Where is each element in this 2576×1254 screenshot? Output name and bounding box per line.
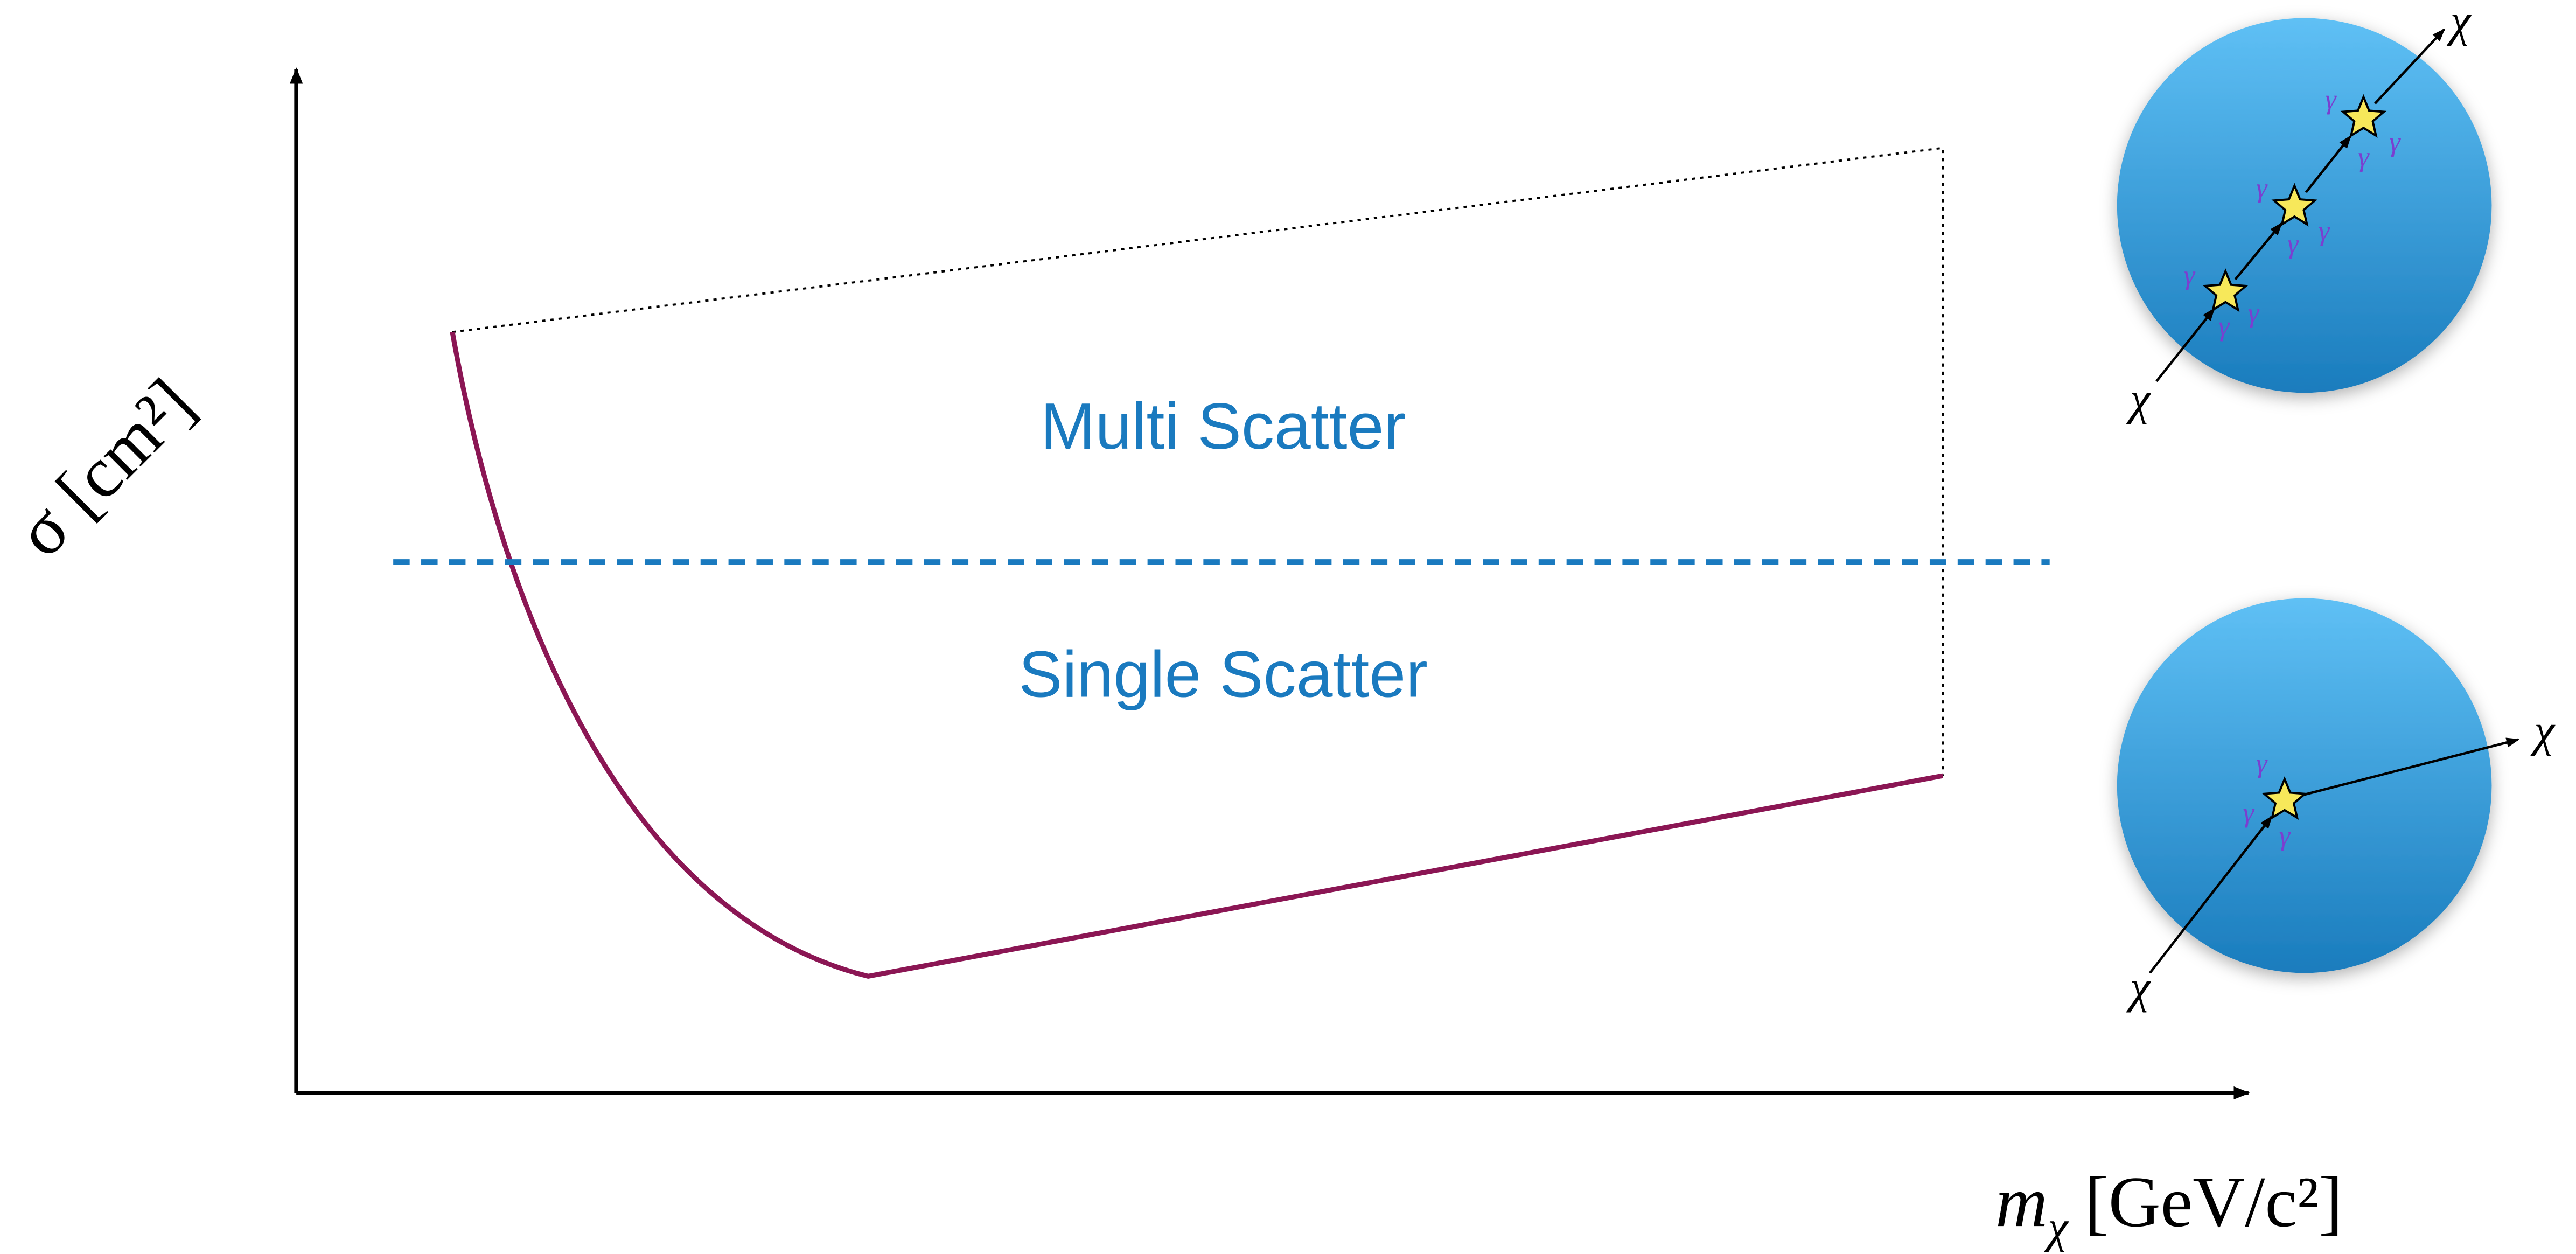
interaction-star xyxy=(2202,268,2249,312)
x-axis-label: mχ [GeV/c²] xyxy=(1995,1162,2343,1253)
particle-track xyxy=(2155,308,2215,382)
photon-label: γ xyxy=(2218,311,2230,342)
photon-label: γ xyxy=(2287,229,2299,260)
particle-track xyxy=(2234,222,2282,281)
particle-label: χ xyxy=(2530,706,2556,756)
photon-label: γ xyxy=(2243,798,2255,828)
particle-track xyxy=(2300,737,2520,797)
x-label-base: m xyxy=(1995,1162,2048,1242)
photon-label: γ xyxy=(2319,215,2330,246)
photon-label: γ xyxy=(2256,748,2268,779)
particle-track xyxy=(2374,28,2446,104)
photon-label: γ xyxy=(2389,127,2401,158)
photon-label: γ xyxy=(2256,173,2268,204)
x-label-unit: [GeV/c²] xyxy=(2084,1162,2343,1242)
photon-label: γ xyxy=(2248,298,2260,329)
particle-label: χ xyxy=(2126,374,2152,424)
photon-label: γ xyxy=(2325,84,2337,115)
region-label: Multi Scatter xyxy=(1041,389,1406,463)
particle-track xyxy=(2305,135,2351,193)
particle-label: χ xyxy=(2447,0,2472,46)
x-label-subscript: χ xyxy=(2044,1202,2069,1253)
region-label: Single Scatter xyxy=(1018,638,1428,711)
interaction-star xyxy=(2340,94,2387,138)
y-axis-label: σ [cm²] xyxy=(1,364,210,573)
interaction-star xyxy=(2261,776,2308,820)
particle-label: χ xyxy=(2126,962,2152,1013)
photon-label: γ xyxy=(2358,142,2370,172)
particle-track xyxy=(2149,815,2273,974)
photon-label: γ xyxy=(2279,820,2291,851)
interaction-star xyxy=(2271,183,2318,227)
detector-sphere xyxy=(2117,598,2492,973)
photon-label: γ xyxy=(2184,260,2196,291)
sensitivity-curve xyxy=(450,331,1944,979)
